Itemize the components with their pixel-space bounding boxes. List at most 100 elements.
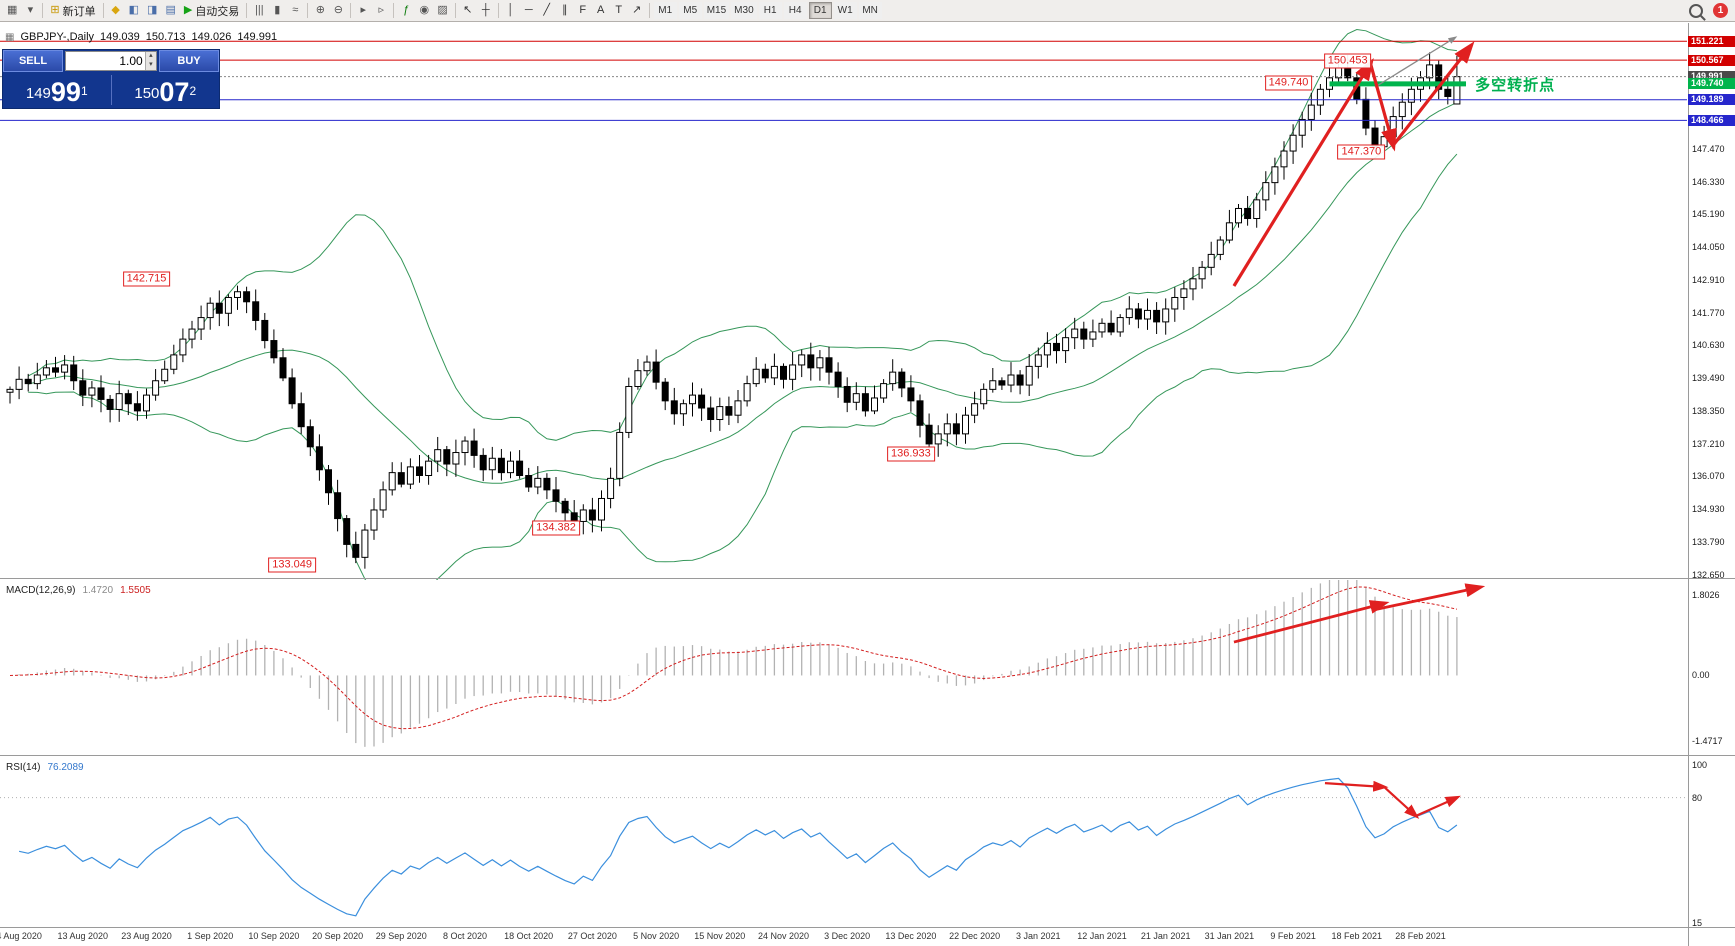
macd-arrow <box>1374 583 1486 611</box>
macd-scale[interactable] <box>1688 579 1735 755</box>
text-tool-icon: A <box>597 4 605 16</box>
channel-tool-button[interactable]: ∥ <box>556 2 574 20</box>
candle <box>971 403 979 416</box>
trend-arrow <box>1368 63 1397 152</box>
candle <box>70 364 78 382</box>
timeframe-w1-button[interactable]: W1 <box>833 2 857 19</box>
templates-button[interactable]: ▨ <box>433 2 451 20</box>
time-scale[interactable] <box>0 928 1687 946</box>
volume-input[interactable] <box>66 52 145 70</box>
symbol-name: GBPJPY-,Daily <box>20 31 95 43</box>
autotrading-button[interactable]: ▶ 自动交易 <box>180 2 243 20</box>
symbol-info: ▦ GBPJPY-,Daily 149.039 150.713 149.026 … <box>5 31 277 43</box>
candle <box>1007 374 1015 386</box>
candle <box>206 302 214 319</box>
auto-scroll-button[interactable]: ▸ <box>354 2 372 20</box>
candle <box>170 354 178 370</box>
timeframe-mn-button[interactable]: MN <box>858 2 882 19</box>
timeframe-d1-button[interactable]: D1 <box>808 2 832 19</box>
candle <box>252 301 260 321</box>
toolbar-separator <box>497 3 499 18</box>
chart-shift-button[interactable]: ▹ <box>372 2 390 20</box>
timeframe-m30-button[interactable]: M30 <box>731 2 757 19</box>
zoom-in-button[interactable]: ⊕ <box>311 2 329 20</box>
candle <box>1025 365 1033 386</box>
cursor-tool-button[interactable]: ↖ <box>459 2 477 20</box>
text-tool-button[interactable]: A <box>592 2 610 20</box>
volume-up-button[interactable]: ▴ <box>144 52 156 61</box>
candlestick-mode-button[interactable]: ▮ <box>268 2 286 20</box>
line-chart-mode-button[interactable]: ≈ <box>286 2 304 20</box>
notification-badge[interactable]: 1 <box>1713 3 1728 18</box>
timeframe-m5-button[interactable]: M5 <box>678 2 702 19</box>
main-price-panel <box>0 28 1687 580</box>
candle <box>1289 134 1297 152</box>
ask-price: 150 07 2 <box>134 77 197 107</box>
channel-tool-icon: ∥ <box>561 4 568 16</box>
ohlc-high: 150.713 <box>145 31 186 43</box>
candle <box>1134 308 1142 320</box>
buy-button[interactable]: BUY <box>159 50 219 72</box>
timeframe-h4-button[interactable]: H4 <box>783 2 807 19</box>
timeframe-m1-button[interactable]: M1 <box>653 2 677 19</box>
trendline <box>1374 36 1458 88</box>
candle <box>625 385 633 433</box>
rsi-label: RSI(14) 76.2089 <box>6 762 84 773</box>
timeframe-h1-button[interactable]: H1 <box>758 2 782 19</box>
ohlc-close: 149.991 <box>237 31 278 43</box>
label-tool-icon: T <box>615 4 623 16</box>
period-settings-button[interactable]: ◉ <box>415 2 433 20</box>
volume-down-button[interactable]: ▾ <box>144 61 156 70</box>
bollinger-upper-line <box>27 28 1457 441</box>
search-button[interactable] <box>1685 2 1707 20</box>
vertical-line-tool-button[interactable]: │ <box>502 2 520 20</box>
chart-dropdown-button[interactable]: ▾ <box>21 2 39 20</box>
new-chart-button[interactable]: ▦ <box>3 2 21 20</box>
trendline-tool-button[interactable]: ╱ <box>538 2 556 20</box>
candle <box>552 489 560 502</box>
horizontal-line-tool-button[interactable]: ─ <box>520 2 538 20</box>
new-order-button[interactable]: ⊞ 新订单 <box>46 2 99 20</box>
candle <box>179 338 187 356</box>
market-watch-button[interactable]: ◧ <box>125 2 143 20</box>
candle <box>461 440 469 454</box>
label-tool-button[interactable]: T <box>610 2 628 20</box>
rsi-arrow <box>1324 780 1389 792</box>
candle <box>634 370 642 387</box>
candle <box>261 319 269 342</box>
candle <box>561 500 569 514</box>
indicators-button[interactable]: ƒ <box>397 2 415 20</box>
terminal-button[interactable]: ▤ <box>161 2 179 20</box>
chart-canvas[interactable] <box>0 23 1735 946</box>
metaeditor-button[interactable]: ◆ <box>107 2 125 20</box>
volume-control: ▴ ▾ <box>65 51 157 71</box>
candle <box>898 371 906 389</box>
timeframe-m15-button[interactable]: M15 <box>703 2 730 19</box>
autotrading-icon: ▶ <box>183 4 193 16</box>
fibonacci-tool-button[interactable]: F <box>574 2 592 20</box>
candle <box>852 393 860 403</box>
candle <box>1198 266 1206 280</box>
candle <box>52 367 59 373</box>
navigator-button[interactable]: ◨ <box>143 2 161 20</box>
candle <box>661 381 669 402</box>
candle <box>115 393 123 410</box>
zoom-out-button[interactable]: ⊖ <box>329 2 347 20</box>
metaeditor-icon: ◆ <box>111 4 120 16</box>
candle <box>1253 199 1261 220</box>
chart-shift-icon: ▹ <box>378 4 385 16</box>
candle <box>507 460 514 474</box>
rsi-arrow <box>1415 795 1461 817</box>
crosshair-tool-button[interactable]: ┼ <box>477 2 495 20</box>
toolbar-separator <box>648 3 650 18</box>
rsi-scale[interactable] <box>1688 756 1735 927</box>
arrows-tool-button[interactable]: ↗ <box>628 2 646 20</box>
candle <box>752 368 760 385</box>
price-scale[interactable] <box>1688 23 1735 578</box>
candle <box>1162 308 1170 323</box>
candle <box>97 387 105 400</box>
bar-chart-mode-button[interactable]: ||| <box>250 2 268 20</box>
candle <box>1107 322 1115 333</box>
sell-button[interactable]: SELL <box>3 50 63 72</box>
